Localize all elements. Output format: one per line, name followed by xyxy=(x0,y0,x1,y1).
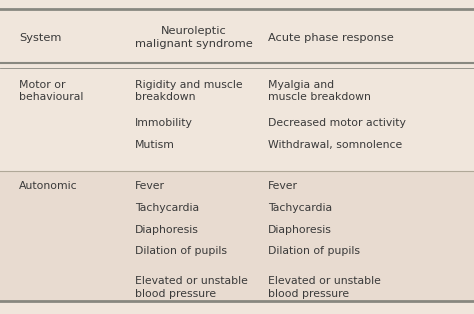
Text: Decreased motor activity: Decreased motor activity xyxy=(268,118,406,128)
Text: Elevated or unstable
blood pressure: Elevated or unstable blood pressure xyxy=(268,276,381,299)
Text: Myalgia and
muscle breakdown: Myalgia and muscle breakdown xyxy=(268,80,371,102)
Text: Tachycardia: Tachycardia xyxy=(135,203,199,213)
Bar xyxy=(0,171,474,301)
Text: Tachycardia: Tachycardia xyxy=(268,203,332,213)
Text: Diaphoresis: Diaphoresis xyxy=(135,225,199,235)
Text: Autonomic: Autonomic xyxy=(19,181,78,191)
Bar xyxy=(0,68,474,171)
Text: Dilation of pupils: Dilation of pupils xyxy=(268,246,360,257)
Text: Neuroleptic
malignant syndrome: Neuroleptic malignant syndrome xyxy=(135,26,253,49)
Text: Mutism: Mutism xyxy=(135,140,175,150)
Text: Elevated or unstable
blood pressure: Elevated or unstable blood pressure xyxy=(135,276,248,299)
Bar xyxy=(0,0,474,68)
Text: Rigidity and muscle
breakdown: Rigidity and muscle breakdown xyxy=(135,80,243,102)
Text: Withdrawal, somnolence: Withdrawal, somnolence xyxy=(268,140,402,150)
Text: Diaphoresis: Diaphoresis xyxy=(268,225,332,235)
Text: Fever: Fever xyxy=(135,181,165,191)
Text: Dilation of pupils: Dilation of pupils xyxy=(135,246,227,257)
Text: System: System xyxy=(19,33,61,43)
Text: Immobility: Immobility xyxy=(135,118,193,128)
Text: Acute phase response: Acute phase response xyxy=(268,33,393,43)
Text: Motor or
behavioural: Motor or behavioural xyxy=(19,80,83,102)
Text: Fever: Fever xyxy=(268,181,298,191)
